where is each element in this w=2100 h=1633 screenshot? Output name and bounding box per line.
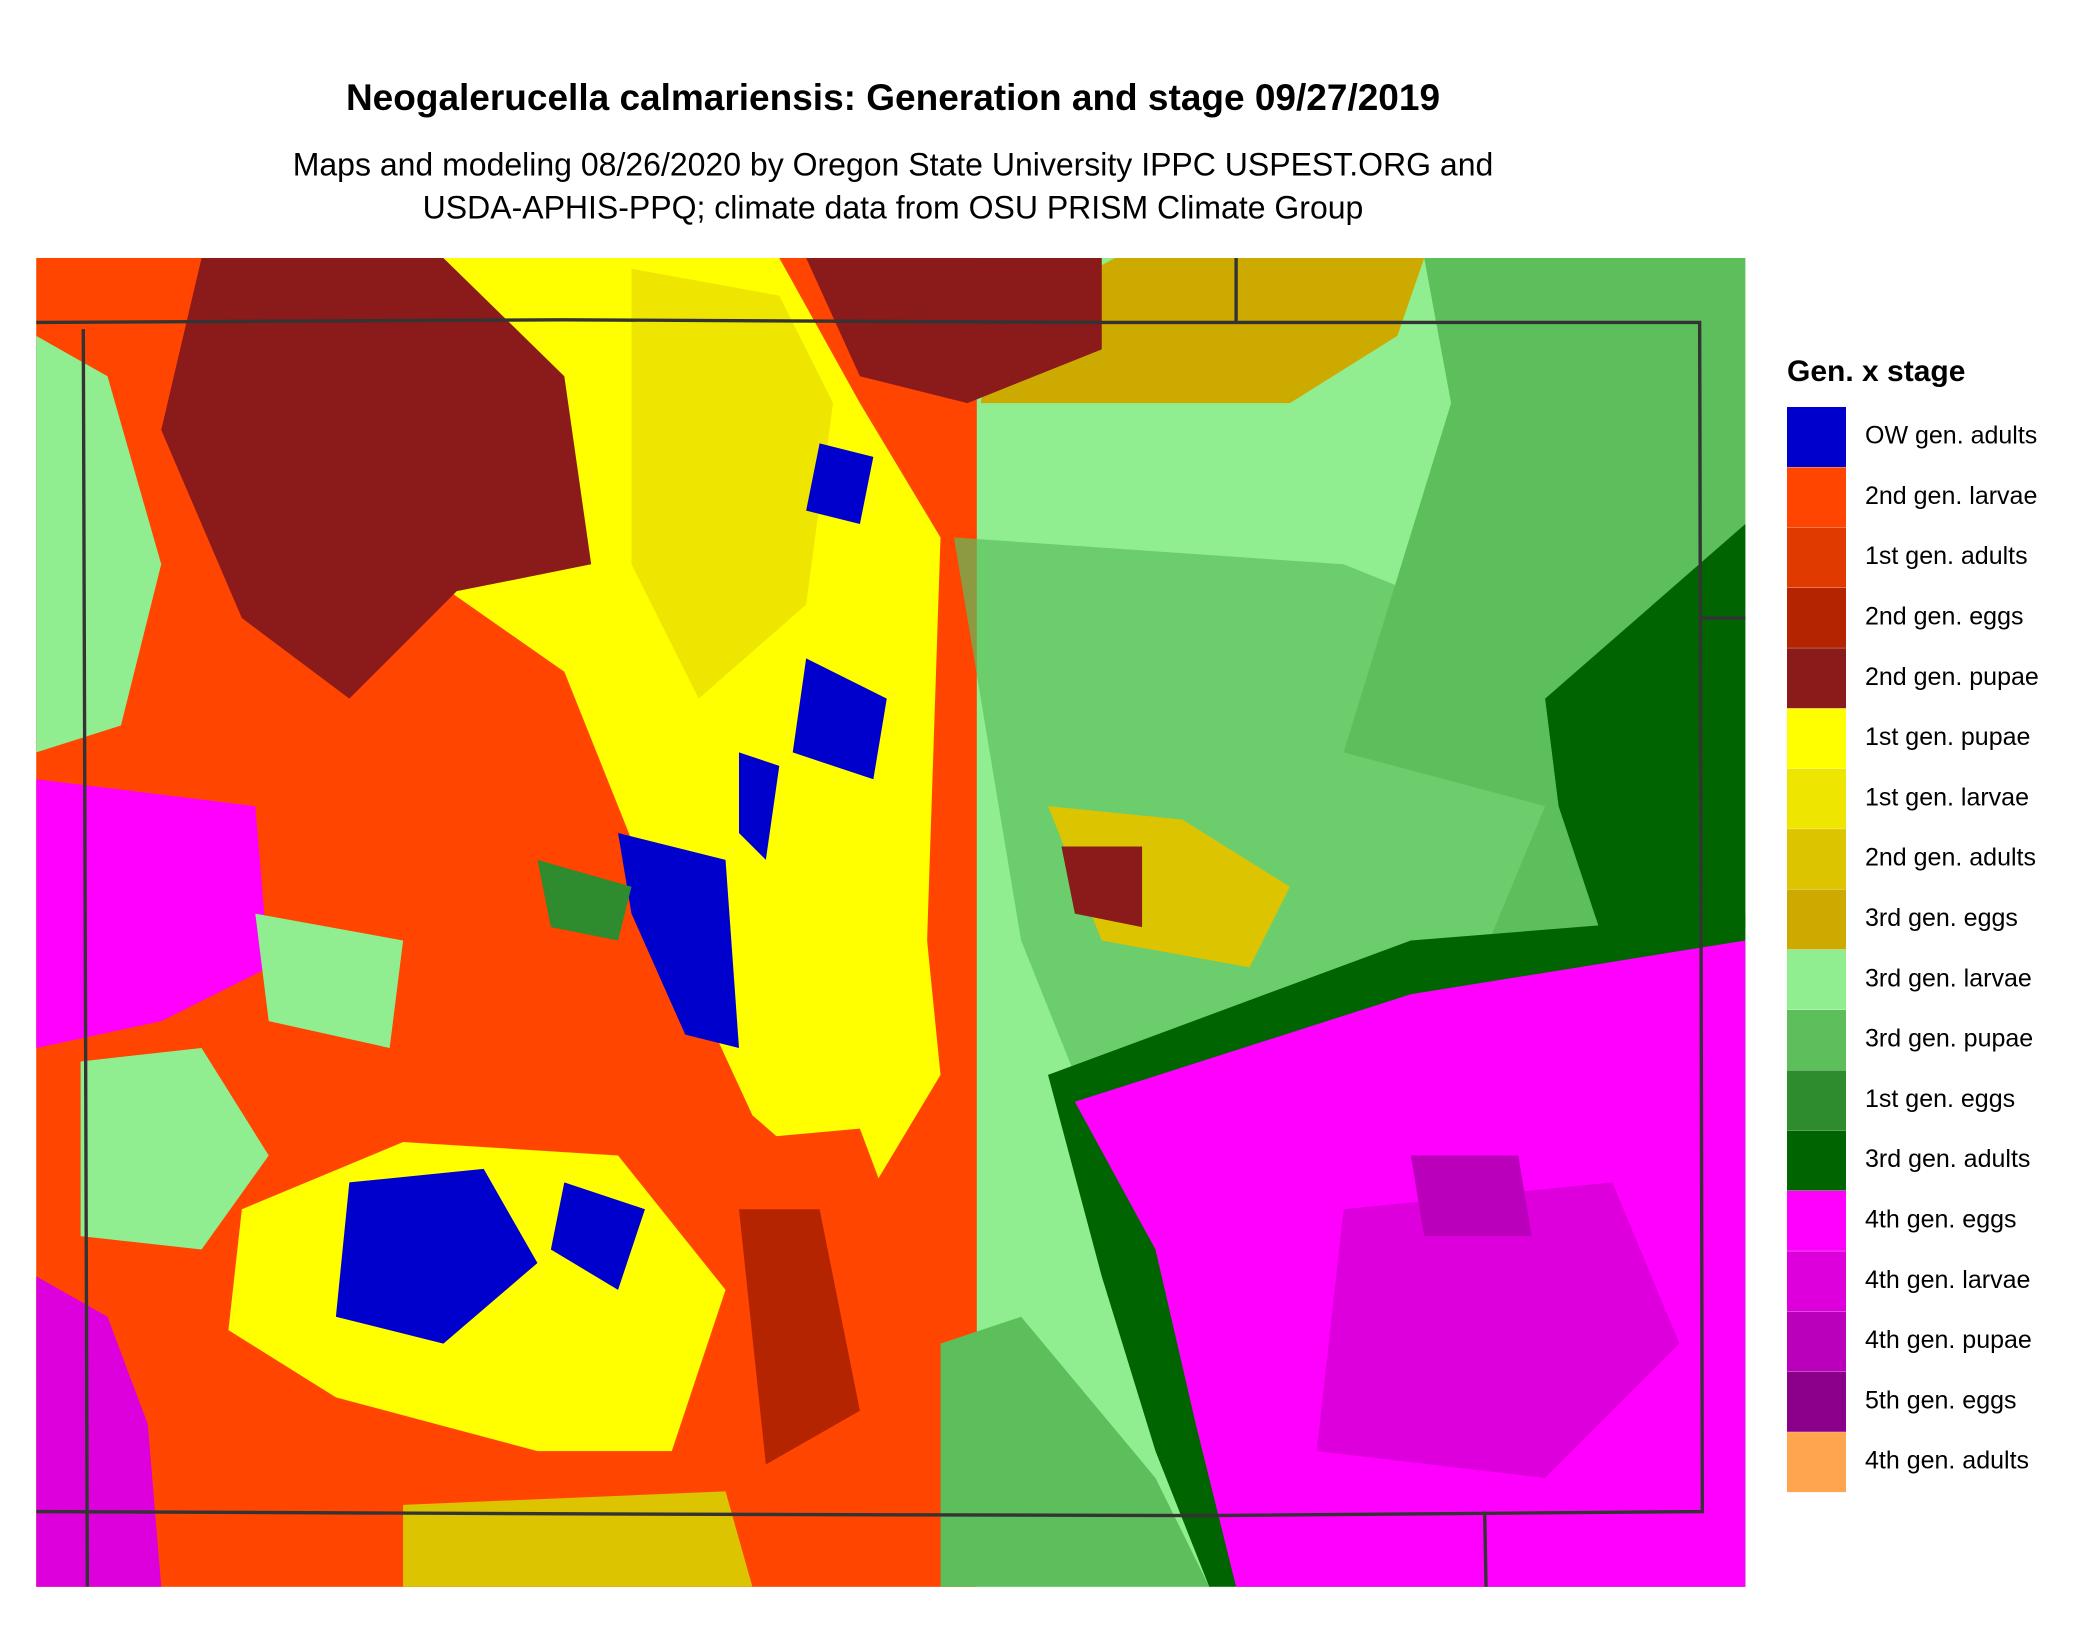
legend-label: 4th gen. adults	[1865, 1447, 2029, 1475]
map-subtitle: Maps and modeling 08/26/2020 by Oregon S…	[293, 146, 1494, 182]
legend-swatch	[1787, 889, 1846, 950]
legend-swatch	[1787, 949, 1846, 1010]
legend-label: 1st gen. adults	[1865, 542, 2028, 570]
legend-swatch	[1787, 1130, 1846, 1191]
legend-label: 1st gen. eggs	[1865, 1085, 2015, 1113]
legend-label: 3rd gen. eggs	[1865, 904, 2018, 932]
legend-label: 3rd gen. adults	[1865, 1145, 2030, 1173]
legend-swatch	[1787, 407, 1846, 467]
legend-label: 2nd gen. eggs	[1865, 603, 2023, 631]
legend-swatch	[1787, 587, 1846, 648]
legend-label: OW gen. adults	[1865, 422, 2037, 450]
legend-swatch	[1787, 1371, 1846, 1432]
legend-swatch	[1787, 527, 1846, 588]
legend-label: 3rd gen. pupae	[1865, 1025, 2033, 1053]
legend-label: 4th gen. eggs	[1865, 1206, 2017, 1234]
legend-swatch	[1787, 708, 1846, 769]
legend-swatch	[1787, 1190, 1846, 1251]
legend-label: 2nd gen. pupae	[1865, 663, 2039, 691]
legend-swatch	[1787, 1251, 1846, 1312]
legend-label: 1st gen. pupae	[1865, 723, 2030, 751]
legend-label: 4th gen. pupae	[1865, 1326, 2032, 1354]
legend-swatch	[1787, 1311, 1846, 1372]
legend-label: 4th gen. larvae	[1865, 1266, 2030, 1294]
legend-label: 1st gen. larvae	[1865, 783, 2029, 811]
legend: OW gen. adults 2nd gen. larvae 1st gen. ad…	[1787, 407, 2039, 1493]
legend-swatch	[1787, 1010, 1846, 1070]
legend-swatch	[1787, 1070, 1846, 1131]
legend-swatch	[1787, 648, 1846, 709]
map-raster	[36, 257, 1746, 1587]
legend-swatch	[1787, 1432, 1846, 1493]
map-subtitle: USDA-APHIS-PPQ; climate data from OSU PR…	[423, 189, 1364, 225]
legend-swatch	[1787, 768, 1846, 829]
legend-label: 5th gen. eggs	[1865, 1386, 2017, 1414]
map-title: Neogalerucella calmariensis: Generation …	[346, 77, 1440, 118]
legend-title: Gen. x stage	[1787, 355, 1965, 388]
legend-label: 3rd gen. larvae	[1865, 964, 2032, 992]
legend-label: 2nd gen. adults	[1865, 844, 2036, 872]
legend-swatch	[1787, 467, 1846, 528]
legend-swatch	[1787, 829, 1846, 890]
legend-label: 2nd gen. larvae	[1865, 482, 2037, 510]
